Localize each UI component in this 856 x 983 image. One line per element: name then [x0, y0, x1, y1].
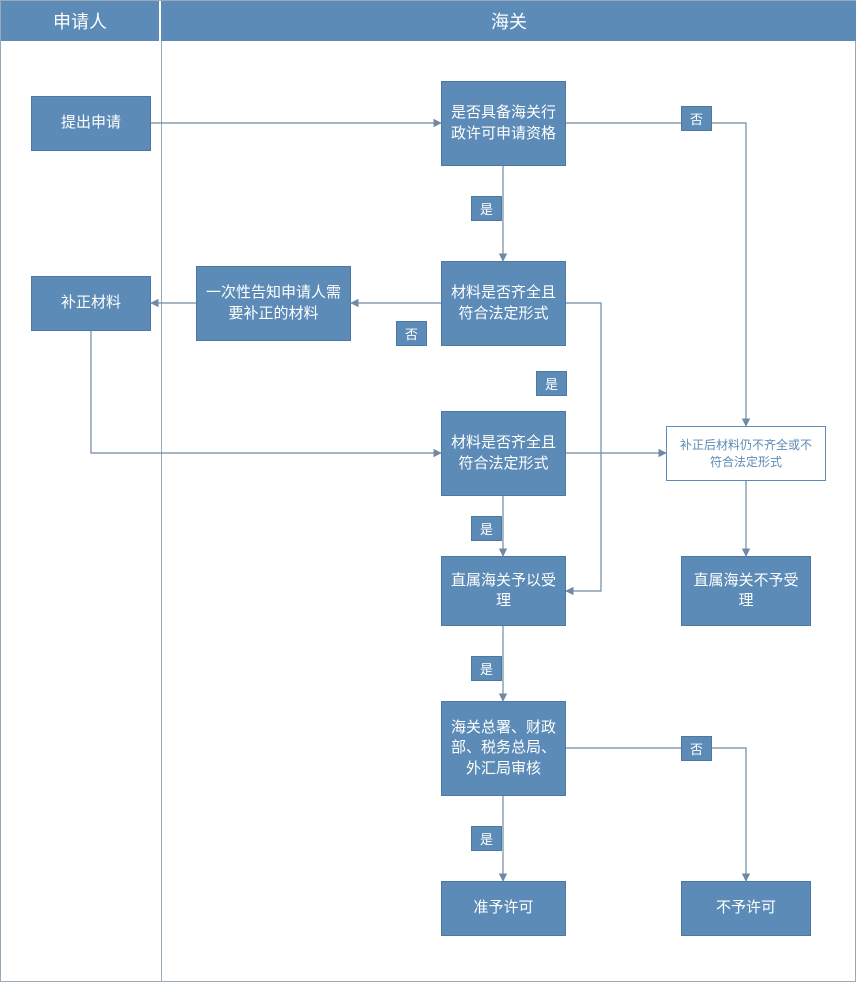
edge-label-lbl-shi-5-text: 是 [480, 829, 493, 848]
node-qualify-label: 是否具备海关行政许可申请资格 [450, 103, 557, 144]
edge-label-lbl-shi-4-text: 是 [480, 659, 493, 678]
node-still-bad: 补正后材料仍不齐全或不符合法定形式 [666, 426, 826, 481]
edge-label-lbl-shi-4: 是 [471, 656, 502, 681]
node-supplement: 补正材料 [31, 276, 151, 331]
edge-label-lbl-fou-3: 否 [681, 736, 712, 761]
edge-e-supplement-complete2 [91, 331, 441, 453]
node-complete2-label: 材料是否齐全且符合法定形式 [450, 433, 557, 474]
node-deny-label: 不予许可 [716, 898, 776, 918]
node-supplement-label: 补正材料 [61, 293, 121, 313]
node-review: 海关总署、财政部、税务总局、外汇局审核 [441, 701, 566, 796]
node-accept: 直属海关予以受理 [441, 556, 566, 626]
node-notify: 一次性告知申请人需要补正的材料 [196, 266, 351, 341]
node-qualify: 是否具备海关行政许可申请资格 [441, 81, 566, 166]
node-permit-label: 准予许可 [473, 898, 533, 918]
edge-e-review-fou [566, 748, 746, 881]
edge-label-lbl-shi-2-text: 是 [545, 374, 558, 393]
node-accept-label: 直属海关予以受理 [450, 571, 557, 612]
edge-label-lbl-fou-1: 否 [681, 106, 712, 131]
node-complete2: 材料是否齐全且符合法定形式 [441, 411, 566, 496]
edge-label-lbl-fou-3-text: 否 [690, 739, 703, 758]
edge-e-complete1-shi [566, 303, 601, 453]
lane-header-customs-label: 海关 [491, 8, 527, 34]
lane-header-applicant-label: 申请人 [53, 8, 107, 34]
edge-label-lbl-fou-2: 否 [396, 321, 427, 346]
node-complete1: 材料是否齐全且符合法定形式 [441, 261, 566, 346]
lane-header-applicant: 申请人 [1, 1, 161, 41]
node-notify-label: 一次性告知申请人需要补正的材料 [205, 283, 342, 324]
node-deny: 不予许可 [681, 881, 811, 936]
node-review-label: 海关总署、财政部、税务总局、外汇局审核 [450, 718, 557, 779]
edge-label-lbl-shi-2: 是 [536, 371, 567, 396]
edge-e-qualify-fou [566, 123, 746, 426]
edge-e-shi2-accept [566, 453, 601, 591]
edge-label-lbl-shi-3-text: 是 [480, 519, 493, 538]
node-apply: 提出申请 [31, 96, 151, 151]
flowchart-canvas: 申请人 海关 提出申请补正材料 一次性告知申请人需要补正的材料 是否具备海关行政许可… [0, 0, 856, 982]
edge-label-lbl-shi-5: 是 [471, 826, 502, 851]
node-still-bad-label: 补正后材料仍不齐全或不符合法定形式 [675, 437, 817, 469]
node-permit: 准予许可 [441, 881, 566, 936]
edge-label-lbl-fou-2-text: 否 [405, 324, 418, 343]
edge-label-lbl-fou-1-text: 否 [690, 109, 703, 128]
lane-divider [161, 41, 162, 981]
lane-header-customs: 海关 [161, 1, 856, 41]
edge-label-lbl-shi-1-text: 是 [480, 199, 493, 218]
node-reject-label: 直属海关不予受理 [690, 571, 802, 612]
node-complete1-label: 材料是否齐全且符合法定形式 [450, 283, 557, 324]
node-reject: 直属海关不予受理 [681, 556, 811, 626]
node-apply-label: 提出申请 [61, 113, 121, 133]
edge-label-lbl-shi-1: 是 [471, 196, 502, 221]
edge-label-lbl-shi-3: 是 [471, 516, 502, 541]
